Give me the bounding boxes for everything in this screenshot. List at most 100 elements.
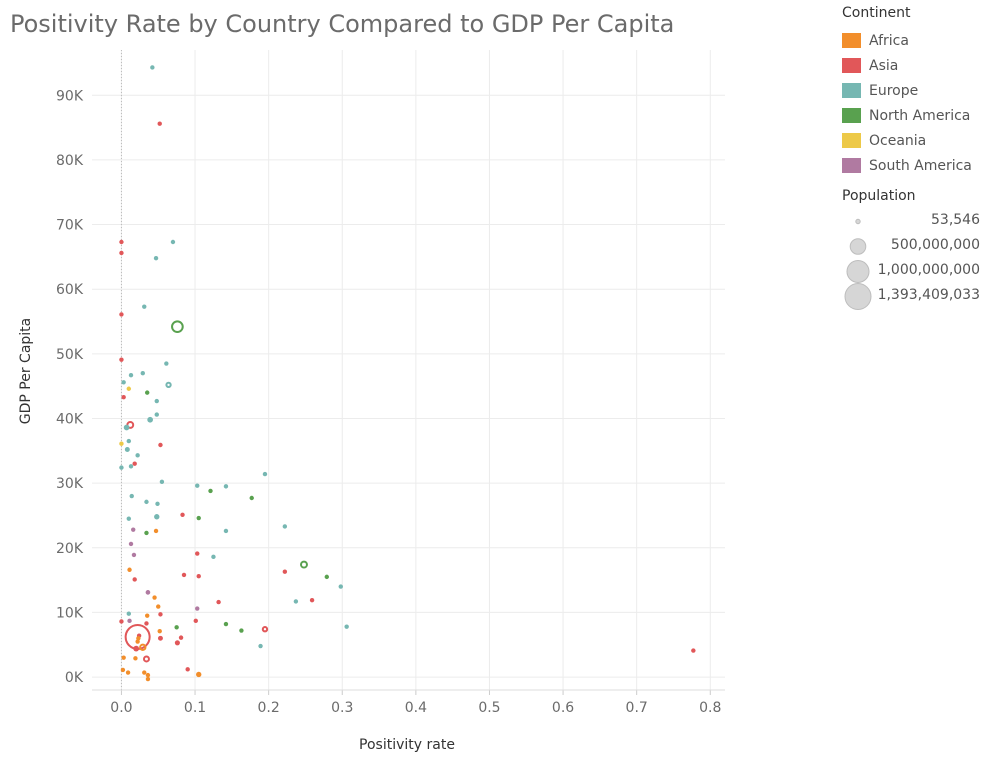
legend-label: Asia (869, 57, 899, 74)
legend-swatch (842, 133, 861, 148)
legend-swatch (842, 58, 861, 73)
data-point (154, 412, 159, 417)
data-point (171, 320, 184, 334)
data-point (156, 604, 161, 609)
legend-swatch (842, 33, 861, 48)
scatter-plot: 0.0 0.1 0.2 0.3 0.4 0.5 0.6 0.7 0.8 0K 10K 20K 30K 40… (18, 50, 725, 753)
legend-item-oceania[interactable]: Oceania (842, 128, 992, 153)
data-point (131, 552, 137, 558)
data-point (180, 512, 185, 518)
y-tick-label: 30K (56, 476, 84, 492)
data-point (261, 626, 269, 633)
data-point (178, 635, 184, 640)
data-point (126, 438, 132, 444)
legend-item-asia[interactable]: Asia (842, 53, 992, 78)
data-point (144, 530, 149, 536)
legend-label: Europe (869, 82, 919, 99)
data-point (293, 599, 299, 604)
data-point (223, 621, 229, 627)
y-tick-label: 90K (56, 88, 84, 104)
legend-label: North America (869, 107, 971, 124)
data-point (262, 471, 268, 477)
data-point (223, 484, 229, 489)
legend-label: South America (869, 157, 972, 174)
data-point (196, 515, 201, 521)
data-point (129, 493, 134, 499)
color-legend-title: Continent (842, 5, 911, 21)
data-point (142, 670, 147, 675)
legend-item-south-america[interactable]: South America (842, 153, 992, 178)
data-point (185, 667, 190, 672)
data-point (144, 621, 149, 626)
data-point (121, 394, 126, 400)
data-point (131, 527, 136, 532)
size-legend-marker (844, 283, 872, 310)
legend-swatch (842, 158, 861, 173)
y-axis-title: GDP Per Capita (18, 318, 34, 424)
data-point (121, 380, 126, 385)
data-point (282, 524, 288, 529)
data-point (223, 528, 229, 534)
data-point (119, 312, 124, 317)
data-point (174, 625, 179, 630)
data-point (165, 381, 172, 389)
data-point (142, 304, 147, 309)
data-point (211, 554, 216, 560)
data-point (153, 528, 159, 534)
data-point (132, 461, 137, 466)
data-point (157, 635, 163, 641)
data-point (324, 574, 329, 580)
y-tick-label: 80K (56, 153, 84, 169)
data-point (125, 670, 131, 675)
data-point (193, 618, 198, 624)
size-legend-items: 53,546 500,000,000 1,000,000,000 1,393,409,… (842, 209, 992, 310)
data-point (132, 577, 137, 582)
data-point (123, 424, 130, 431)
data-point (158, 612, 163, 617)
data-point (691, 648, 696, 653)
data-point (157, 628, 162, 634)
legend-swatch (842, 83, 861, 98)
data-point (196, 574, 201, 579)
data-point (159, 479, 165, 485)
data-point (282, 569, 288, 574)
size-legend-title: Population (842, 188, 916, 204)
x-tick-label: 0.2 (258, 700, 280, 716)
data-point (120, 667, 126, 673)
data-point (147, 416, 153, 423)
data-point (119, 357, 124, 362)
size-legend-item: 53,546 (842, 209, 992, 234)
y-tick-label: 70K (56, 218, 84, 234)
data-point (127, 567, 132, 572)
legend-item-africa[interactable]: Africa (842, 28, 992, 53)
data-point (145, 590, 151, 595)
data-point (158, 442, 163, 448)
data-point (124, 447, 130, 453)
gridlines (92, 50, 725, 690)
data-point (170, 239, 176, 245)
data-point (208, 488, 213, 494)
legend: Continent Africa Asia Europe North America O… (842, 4, 992, 310)
data-point (249, 495, 254, 501)
legend-item-north-america[interactable]: North America (842, 103, 992, 128)
data-point (133, 645, 140, 652)
data-point (145, 672, 151, 678)
data-point (154, 514, 160, 520)
x-tick-label: 0.4 (405, 700, 427, 716)
data-point (136, 636, 141, 641)
data-point (239, 628, 244, 633)
x-tick-label: 0.1 (184, 700, 206, 716)
data-point (150, 65, 155, 70)
legend-item-europe[interactable]: Europe (842, 78, 992, 103)
data-point (121, 655, 126, 660)
size-legend-label: 1,393,409,033 (877, 287, 980, 303)
x-axis-title: Positivity rate (359, 737, 455, 753)
data-point (119, 250, 124, 256)
data-point (119, 465, 124, 470)
data-point (145, 613, 150, 618)
data-point (174, 640, 180, 646)
y-tick-label: 10K (56, 605, 84, 621)
data-point (195, 483, 200, 488)
chart-title: Positivity Rate by Country Compared to G… (10, 10, 675, 38)
axis-ticks: 0.0 0.1 0.2 0.3 0.4 0.5 0.6 0.7 0.8 0K 10K 20K 30K 40… (56, 88, 725, 716)
